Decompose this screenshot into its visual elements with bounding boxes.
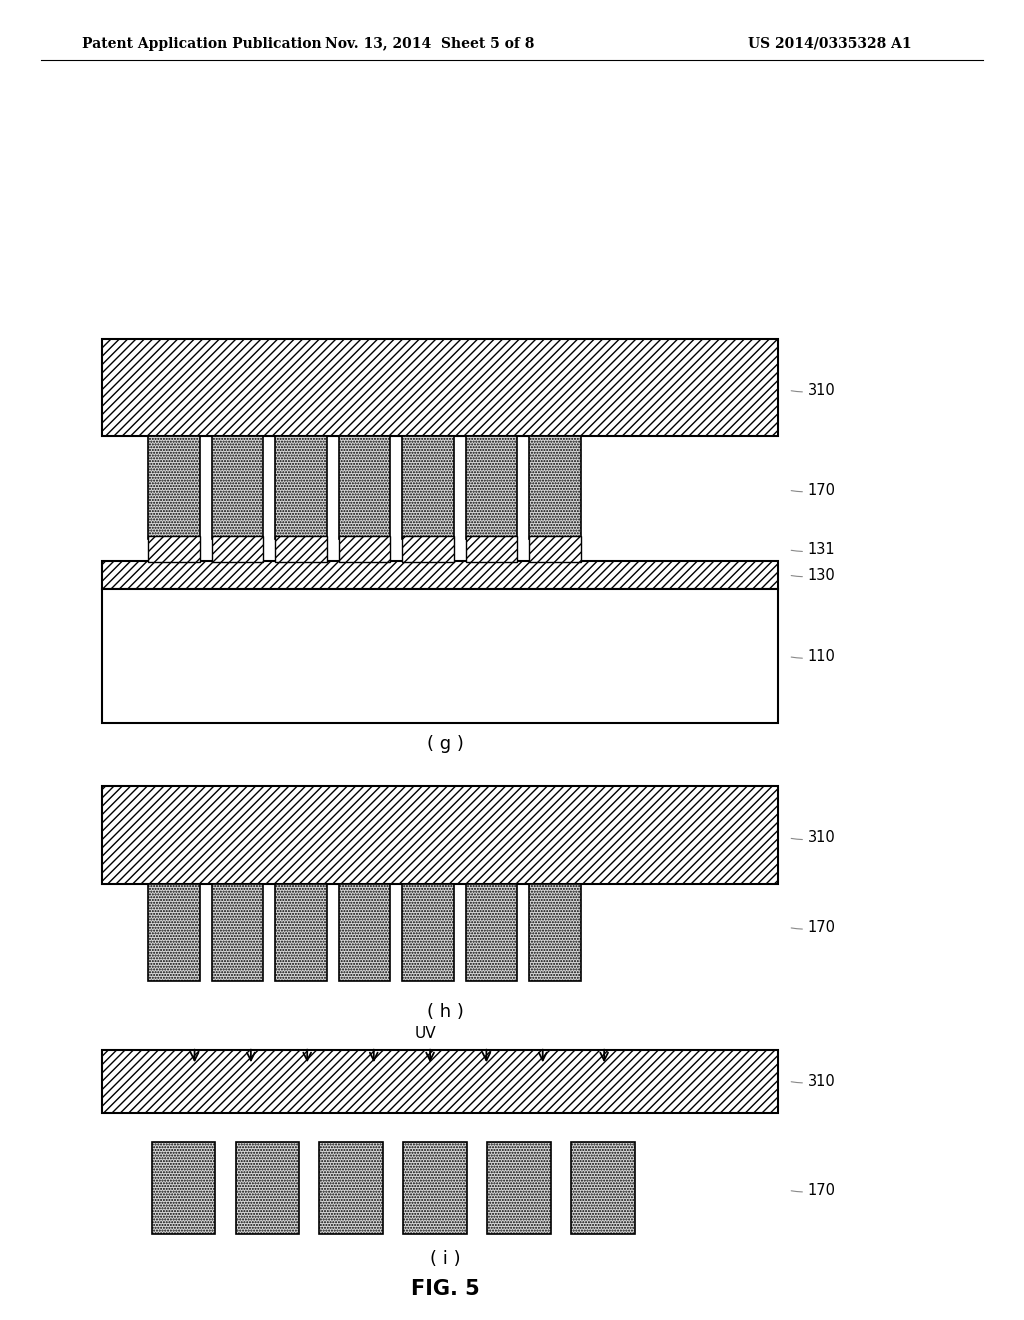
Bar [236, 1142, 299, 1234]
Bar [212, 436, 263, 540]
Bar [102, 787, 778, 884]
Bar [102, 589, 778, 723]
Text: 310: 310 [792, 1073, 836, 1089]
Bar [148, 884, 200, 981]
Bar [212, 536, 263, 562]
Text: 310: 310 [792, 383, 836, 397]
Bar [339, 436, 390, 540]
Bar [275, 436, 327, 540]
Bar [466, 884, 517, 981]
Text: 131: 131 [792, 543, 836, 557]
Text: ( i ): ( i ) [430, 1250, 461, 1269]
Bar [102, 339, 778, 436]
Bar [402, 884, 454, 981]
Bar [152, 1142, 215, 1234]
Bar [487, 1142, 551, 1234]
Text: 130: 130 [792, 568, 836, 582]
Bar [402, 436, 454, 540]
Bar [466, 536, 517, 562]
Text: Patent Application Publication: Patent Application Publication [82, 37, 322, 50]
Bar [339, 884, 390, 981]
Text: ( g ): ( g ) [427, 735, 464, 752]
Bar [466, 436, 517, 540]
Text: FIG. 5: FIG. 5 [411, 1279, 480, 1299]
Bar [102, 1051, 778, 1113]
Bar [275, 884, 327, 981]
Text: 310: 310 [792, 830, 836, 845]
Bar [403, 1142, 467, 1234]
Bar [319, 1142, 383, 1234]
Bar [529, 536, 581, 562]
Text: 170: 170 [792, 920, 836, 935]
Bar [212, 884, 263, 981]
Text: Nov. 13, 2014  Sheet 5 of 8: Nov. 13, 2014 Sheet 5 of 8 [326, 37, 535, 50]
Bar [275, 536, 327, 562]
Text: 170: 170 [792, 1183, 836, 1197]
Bar [529, 436, 581, 540]
Text: 170: 170 [792, 483, 836, 498]
Text: 110: 110 [792, 649, 836, 664]
Bar [102, 561, 778, 589]
Bar [571, 1142, 635, 1234]
Bar [529, 884, 581, 981]
Text: UV: UV [414, 1026, 436, 1041]
Bar [148, 536, 200, 562]
Bar [148, 436, 200, 540]
Text: ( h ): ( h ) [427, 1003, 464, 1022]
Bar [339, 536, 390, 562]
Text: US 2014/0335328 A1: US 2014/0335328 A1 [748, 37, 911, 50]
Bar [402, 536, 454, 562]
